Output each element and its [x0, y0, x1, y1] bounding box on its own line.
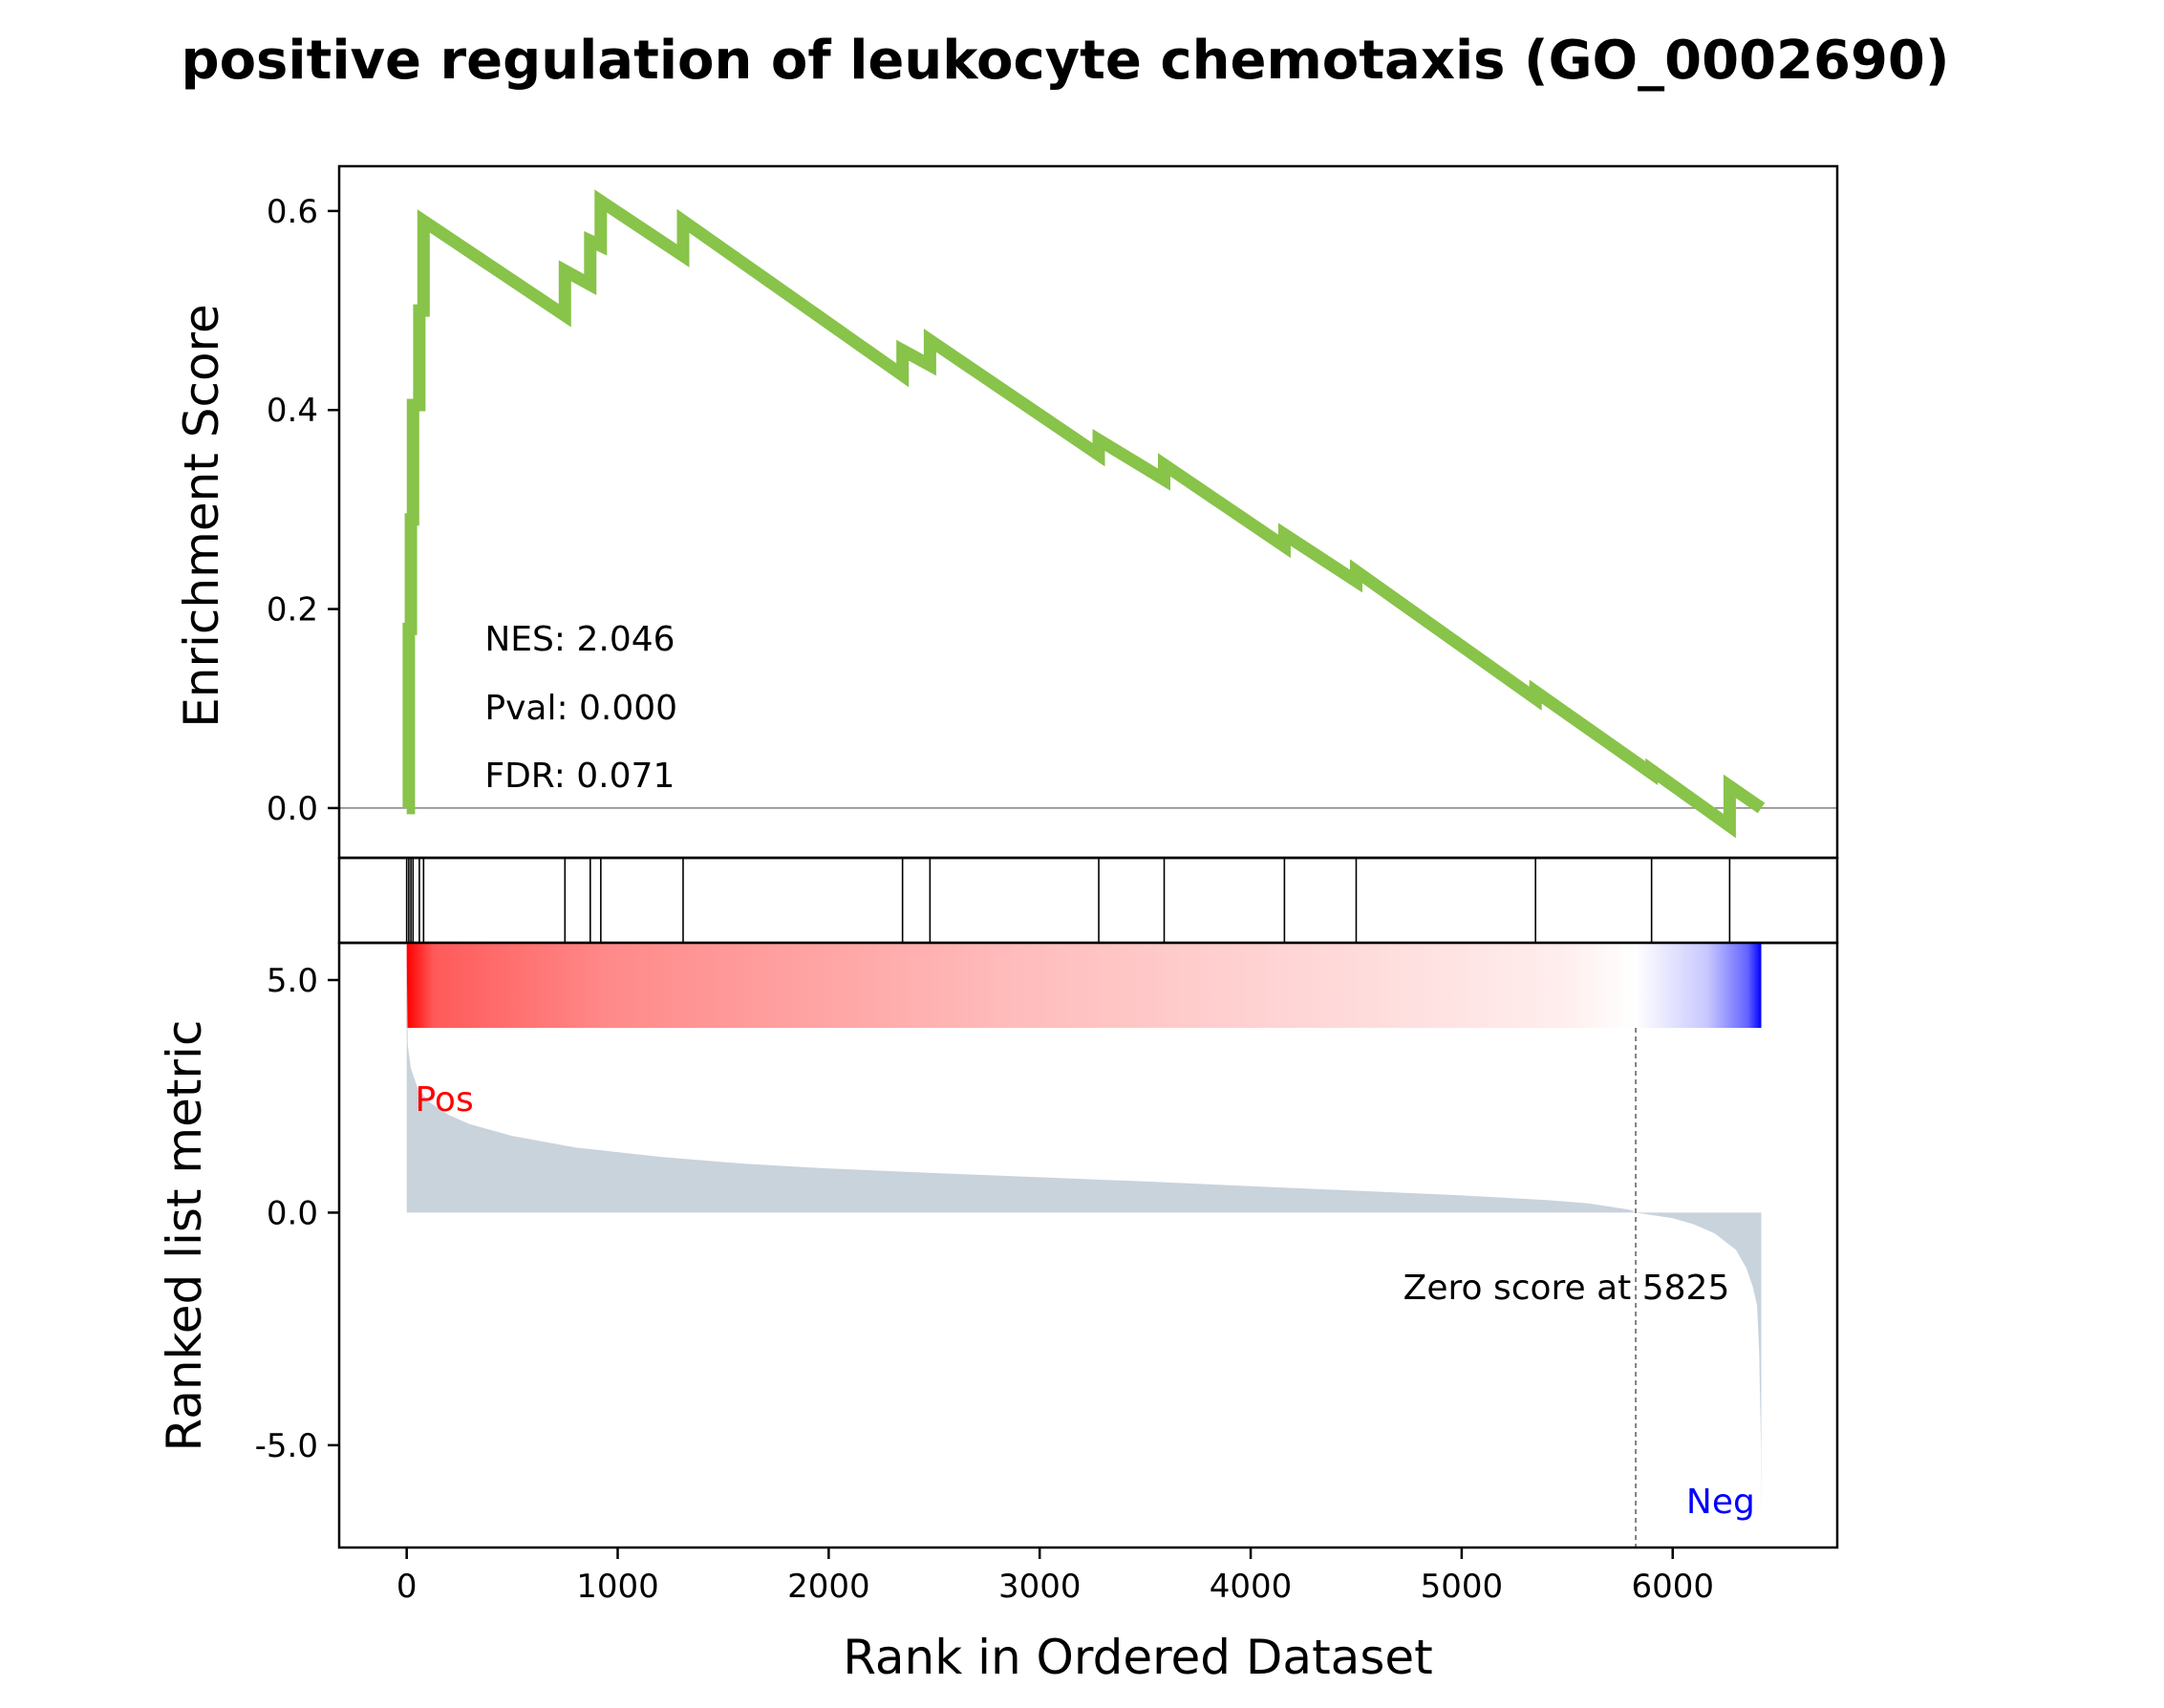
hit-markers [405, 858, 1731, 943]
es-y-tick-label: 0.6 [267, 193, 318, 231]
x-tick-label: 5000 [1421, 1568, 1504, 1606]
enrichment-panel: 0.0 0.2 0.4 0.6 Enrichment Score NES: 2.046… [174, 164, 1839, 860]
es-y-tick-label: 0.2 [267, 591, 318, 630]
pval-label: Pval: 0.000 [484, 689, 677, 728]
rank-y-tick-label: 5.0 [267, 962, 318, 1000]
x-tick-label: 0 [396, 1568, 418, 1606]
hit-frame [337, 856, 1839, 945]
x-tick-label: 4000 [1210, 1568, 1293, 1606]
chart-title: positive regulation of leukocyte chemota… [182, 30, 1950, 92]
rank-y-tick-label: 0.0 [267, 1194, 318, 1232]
es-y-ticks: 0.0 0.2 0.4 0.6 [267, 193, 339, 828]
es-y-axis-label: Enrichment Score [174, 304, 229, 728]
rank-y-tick-label: -5.0 [255, 1427, 318, 1465]
fdr-label: FDR: 0.071 [484, 757, 675, 796]
rank-frame [337, 941, 1839, 1549]
x-ticks: 0 1000 2000 3000 4000 5000 6000 [396, 1548, 1714, 1606]
ranked-metric-panel: Zero score at 5825 Pos Neg 5.0 0.0 -5.0 0 1… [157, 941, 1839, 1685]
zero-score-label: Zero score at 5825 [1403, 1269, 1730, 1308]
pos-label: Pos [416, 1080, 474, 1120]
hit-panel [337, 856, 1839, 945]
es-y-tick-label: 0.0 [267, 790, 318, 828]
x-tick-label: 1000 [576, 1568, 659, 1606]
rank-y-ticks: 5.0 0.0 -5.0 [255, 962, 339, 1465]
x-tick-label: 6000 [1631, 1568, 1714, 1606]
es-y-tick-label: 0.4 [267, 392, 318, 430]
x-tick-label: 3000 [998, 1568, 1082, 1606]
enrichment-line [402, 189, 1766, 839]
rank-y-axis-label: Ranked list metric [157, 1020, 212, 1452]
x-axis-label: Rank in Ordered Dataset [843, 1630, 1432, 1685]
neg-label: Neg [1686, 1483, 1755, 1522]
nes-label: NES: 2.046 [484, 620, 675, 659]
rank-heatmap-bar [406, 943, 1762, 1028]
ranked-metric-area [406, 956, 1762, 1520]
x-tick-label: 2000 [787, 1568, 870, 1606]
